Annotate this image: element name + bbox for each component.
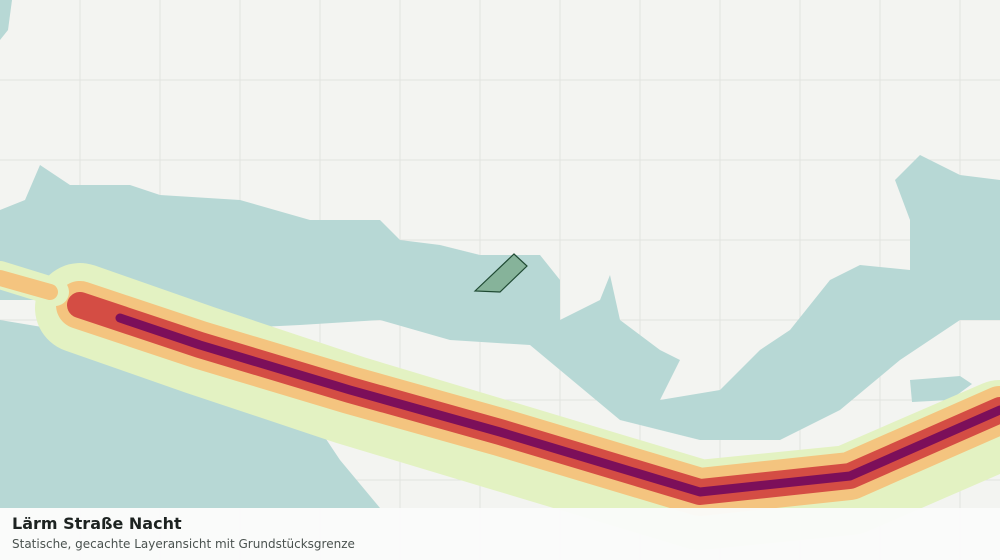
water bbox=[0, 0, 1000, 508]
parcel-boundary[interactable] bbox=[473, 253, 528, 293]
caption-panel: Lärm Straße Nacht Statische, gecachte La… bbox=[0, 508, 1000, 560]
layer-title: Lärm Straße Nacht bbox=[12, 514, 182, 533]
layer-subtitle: Statische, gecachte Layeransicht mit Gru… bbox=[12, 537, 355, 551]
noise-bands bbox=[0, 261, 1000, 550]
